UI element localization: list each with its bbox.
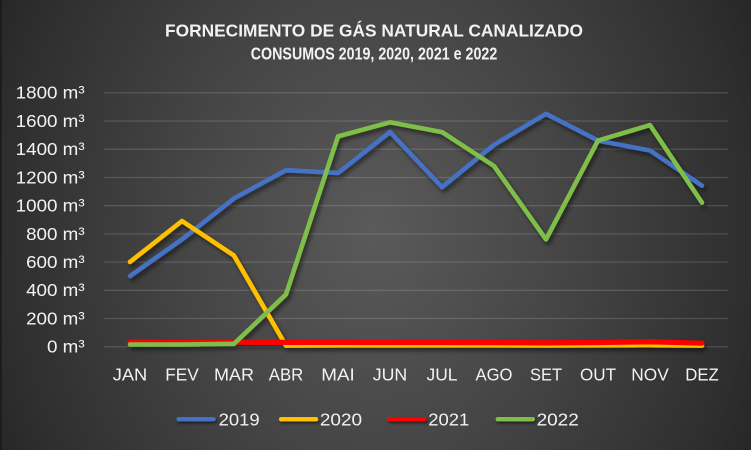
- svg-text:MAR: MAR: [214, 364, 254, 384]
- svg-text:FORNECIMENTO DE GÁS NATURAL CA: FORNECIMENTO DE GÁS NATURAL CANALIZADO: [165, 20, 583, 41]
- svg-text:NOV: NOV: [631, 364, 669, 384]
- svg-text:AGO: AGO: [476, 364, 513, 384]
- svg-text:800 m³: 800 m³: [26, 224, 85, 244]
- svg-text:1400 m³: 1400 m³: [16, 139, 85, 159]
- svg-text:1600 m³: 1600 m³: [16, 111, 85, 131]
- svg-text:OUT: OUT: [580, 364, 616, 384]
- svg-text:1800 m³: 1800 m³: [16, 83, 85, 103]
- svg-text:2020: 2020: [320, 410, 362, 430]
- svg-text:2021: 2021: [428, 410, 469, 430]
- svg-text:MAI: MAI: [321, 364, 355, 384]
- svg-text:JUN: JUN: [373, 364, 408, 384]
- svg-text:400 m³: 400 m³: [26, 280, 85, 300]
- svg-text:JAN: JAN: [113, 364, 148, 384]
- svg-text:0 m³: 0 m³: [47, 337, 85, 357]
- svg-text:2019: 2019: [219, 410, 260, 430]
- svg-text:ABR: ABR: [269, 364, 304, 384]
- svg-text:SET: SET: [530, 364, 562, 384]
- svg-text:600 m³: 600 m³: [26, 252, 85, 272]
- svg-text:1000 m³: 1000 m³: [16, 196, 85, 216]
- svg-text:FEV: FEV: [165, 364, 199, 384]
- svg-text:JUL: JUL: [427, 364, 458, 384]
- svg-text:2022: 2022: [537, 410, 579, 430]
- svg-text:CONSUMOS 2019, 2020, 2021 e 20: CONSUMOS 2019, 2020, 2021 e 2022: [251, 44, 498, 64]
- svg-text:DEZ: DEZ: [685, 364, 719, 384]
- svg-text:200 m³: 200 m³: [26, 308, 85, 328]
- svg-text:1200 m³: 1200 m³: [16, 167, 85, 187]
